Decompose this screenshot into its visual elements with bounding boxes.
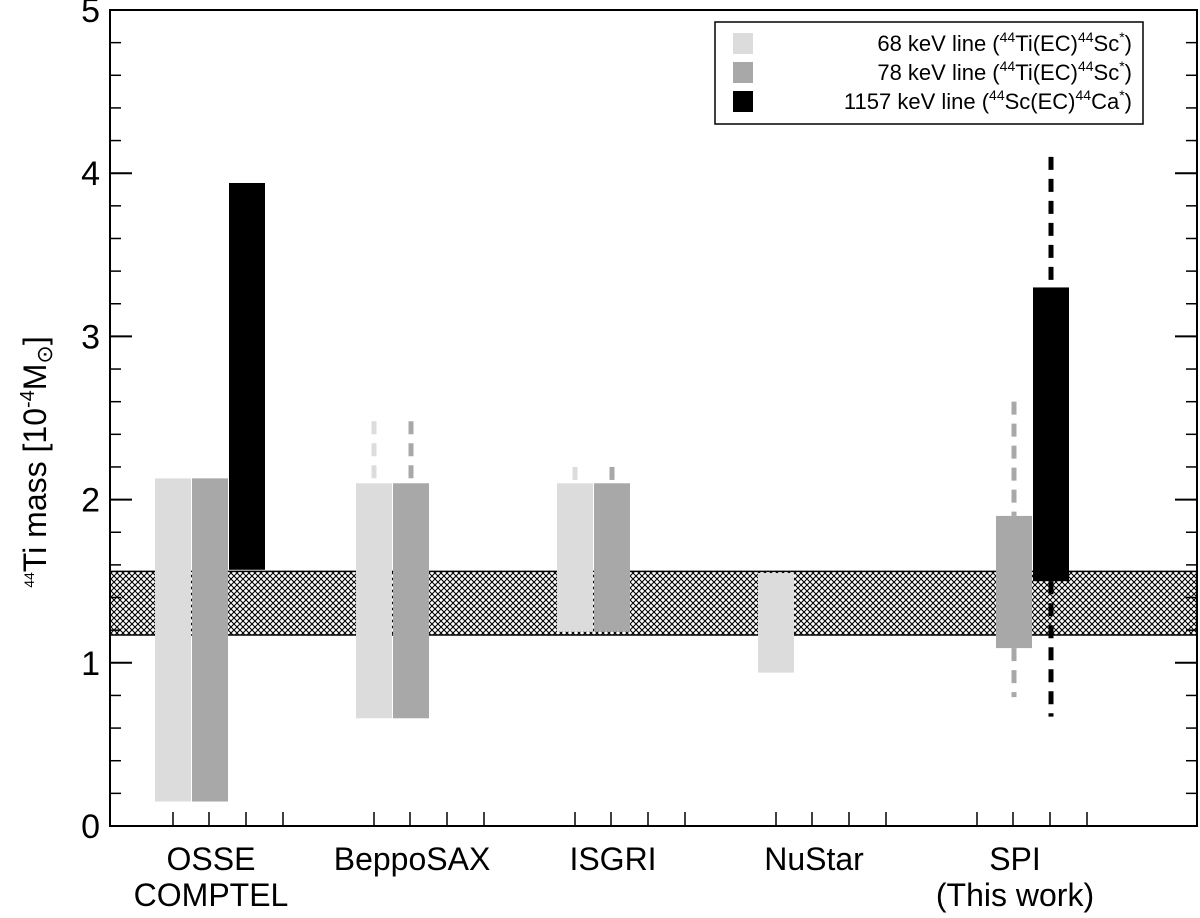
bar-68-cat1: [356, 483, 392, 719]
legend: 68 keV line (44Ti(EC)44Sc*) 78 keV line …: [714, 21, 1144, 125]
y-axis-label: 44Ti mass [10-4M⊙]: [17, 336, 57, 588]
category-label-4-line0: SPI: [989, 841, 1041, 877]
category-label-2-line0: ISGRI: [569, 841, 656, 877]
category-label-0-line1: COMPTEL: [134, 877, 289, 913]
legend-label-1157: 1157 keV line (44Sc(EC)44Ca*): [844, 87, 1132, 114]
y-tick-label: 2: [81, 482, 100, 520]
plot-area: 0 1 2 3 4 5: [81, 0, 1198, 846]
bar-1157-cat4: [1033, 287, 1069, 582]
legend-label-68: 68 keV line (44Ti(EC)44Sc*): [877, 29, 1132, 56]
bar-78-cat0: [192, 478, 228, 802]
legend-swatch-68: [733, 33, 753, 54]
bar-78-cat4: [996, 515, 1032, 649]
y-tick-label: 1: [81, 645, 100, 683]
category-label-0-line0: OSSE: [167, 841, 256, 877]
plot-frame: [109, 9, 1198, 827]
x-axis-ticks: [172, 812, 1088, 826]
bar-78-cat1: [393, 483, 429, 719]
bar-78-cat2: [594, 483, 630, 632]
y-tick-label: 0: [81, 808, 100, 846]
error-extensions: [371, 156, 1054, 717]
y-tick-label: 5: [81, 0, 100, 30]
bar-68-cat3: [758, 573, 794, 673]
bar-68-cat0: [155, 478, 191, 802]
legend-box: [714, 21, 1144, 125]
bar-68-cat2: [557, 483, 593, 632]
category-label-3-line0: NuStar: [764, 841, 864, 877]
bar-1157-cat0: [229, 182, 265, 570]
legend-swatch-1157: [733, 91, 753, 112]
legend-entry-1157: 1157 keV line (44Sc(EC)44Ca*): [733, 87, 1132, 114]
legend-entry-78: 78 keV line (44Ti(EC)44Sc*): [733, 58, 1132, 85]
y-axis-ticks: 0 1 2 3 4 5: [81, 0, 1197, 846]
legend-label-78: 78 keV line (44Ti(EC)44Sc*): [877, 58, 1132, 85]
legend-swatch-78: [733, 62, 753, 83]
category-label-4-line1: (This work): [936, 877, 1094, 913]
y-tick-label: 3: [81, 318, 100, 356]
y-tick-label: 4: [81, 155, 100, 193]
category-label-1-line0: BeppoSAX: [334, 841, 491, 877]
legend-entry-68: 68 keV line (44Ti(EC)44Sc*): [733, 29, 1132, 56]
bars: [155, 182, 1069, 802]
